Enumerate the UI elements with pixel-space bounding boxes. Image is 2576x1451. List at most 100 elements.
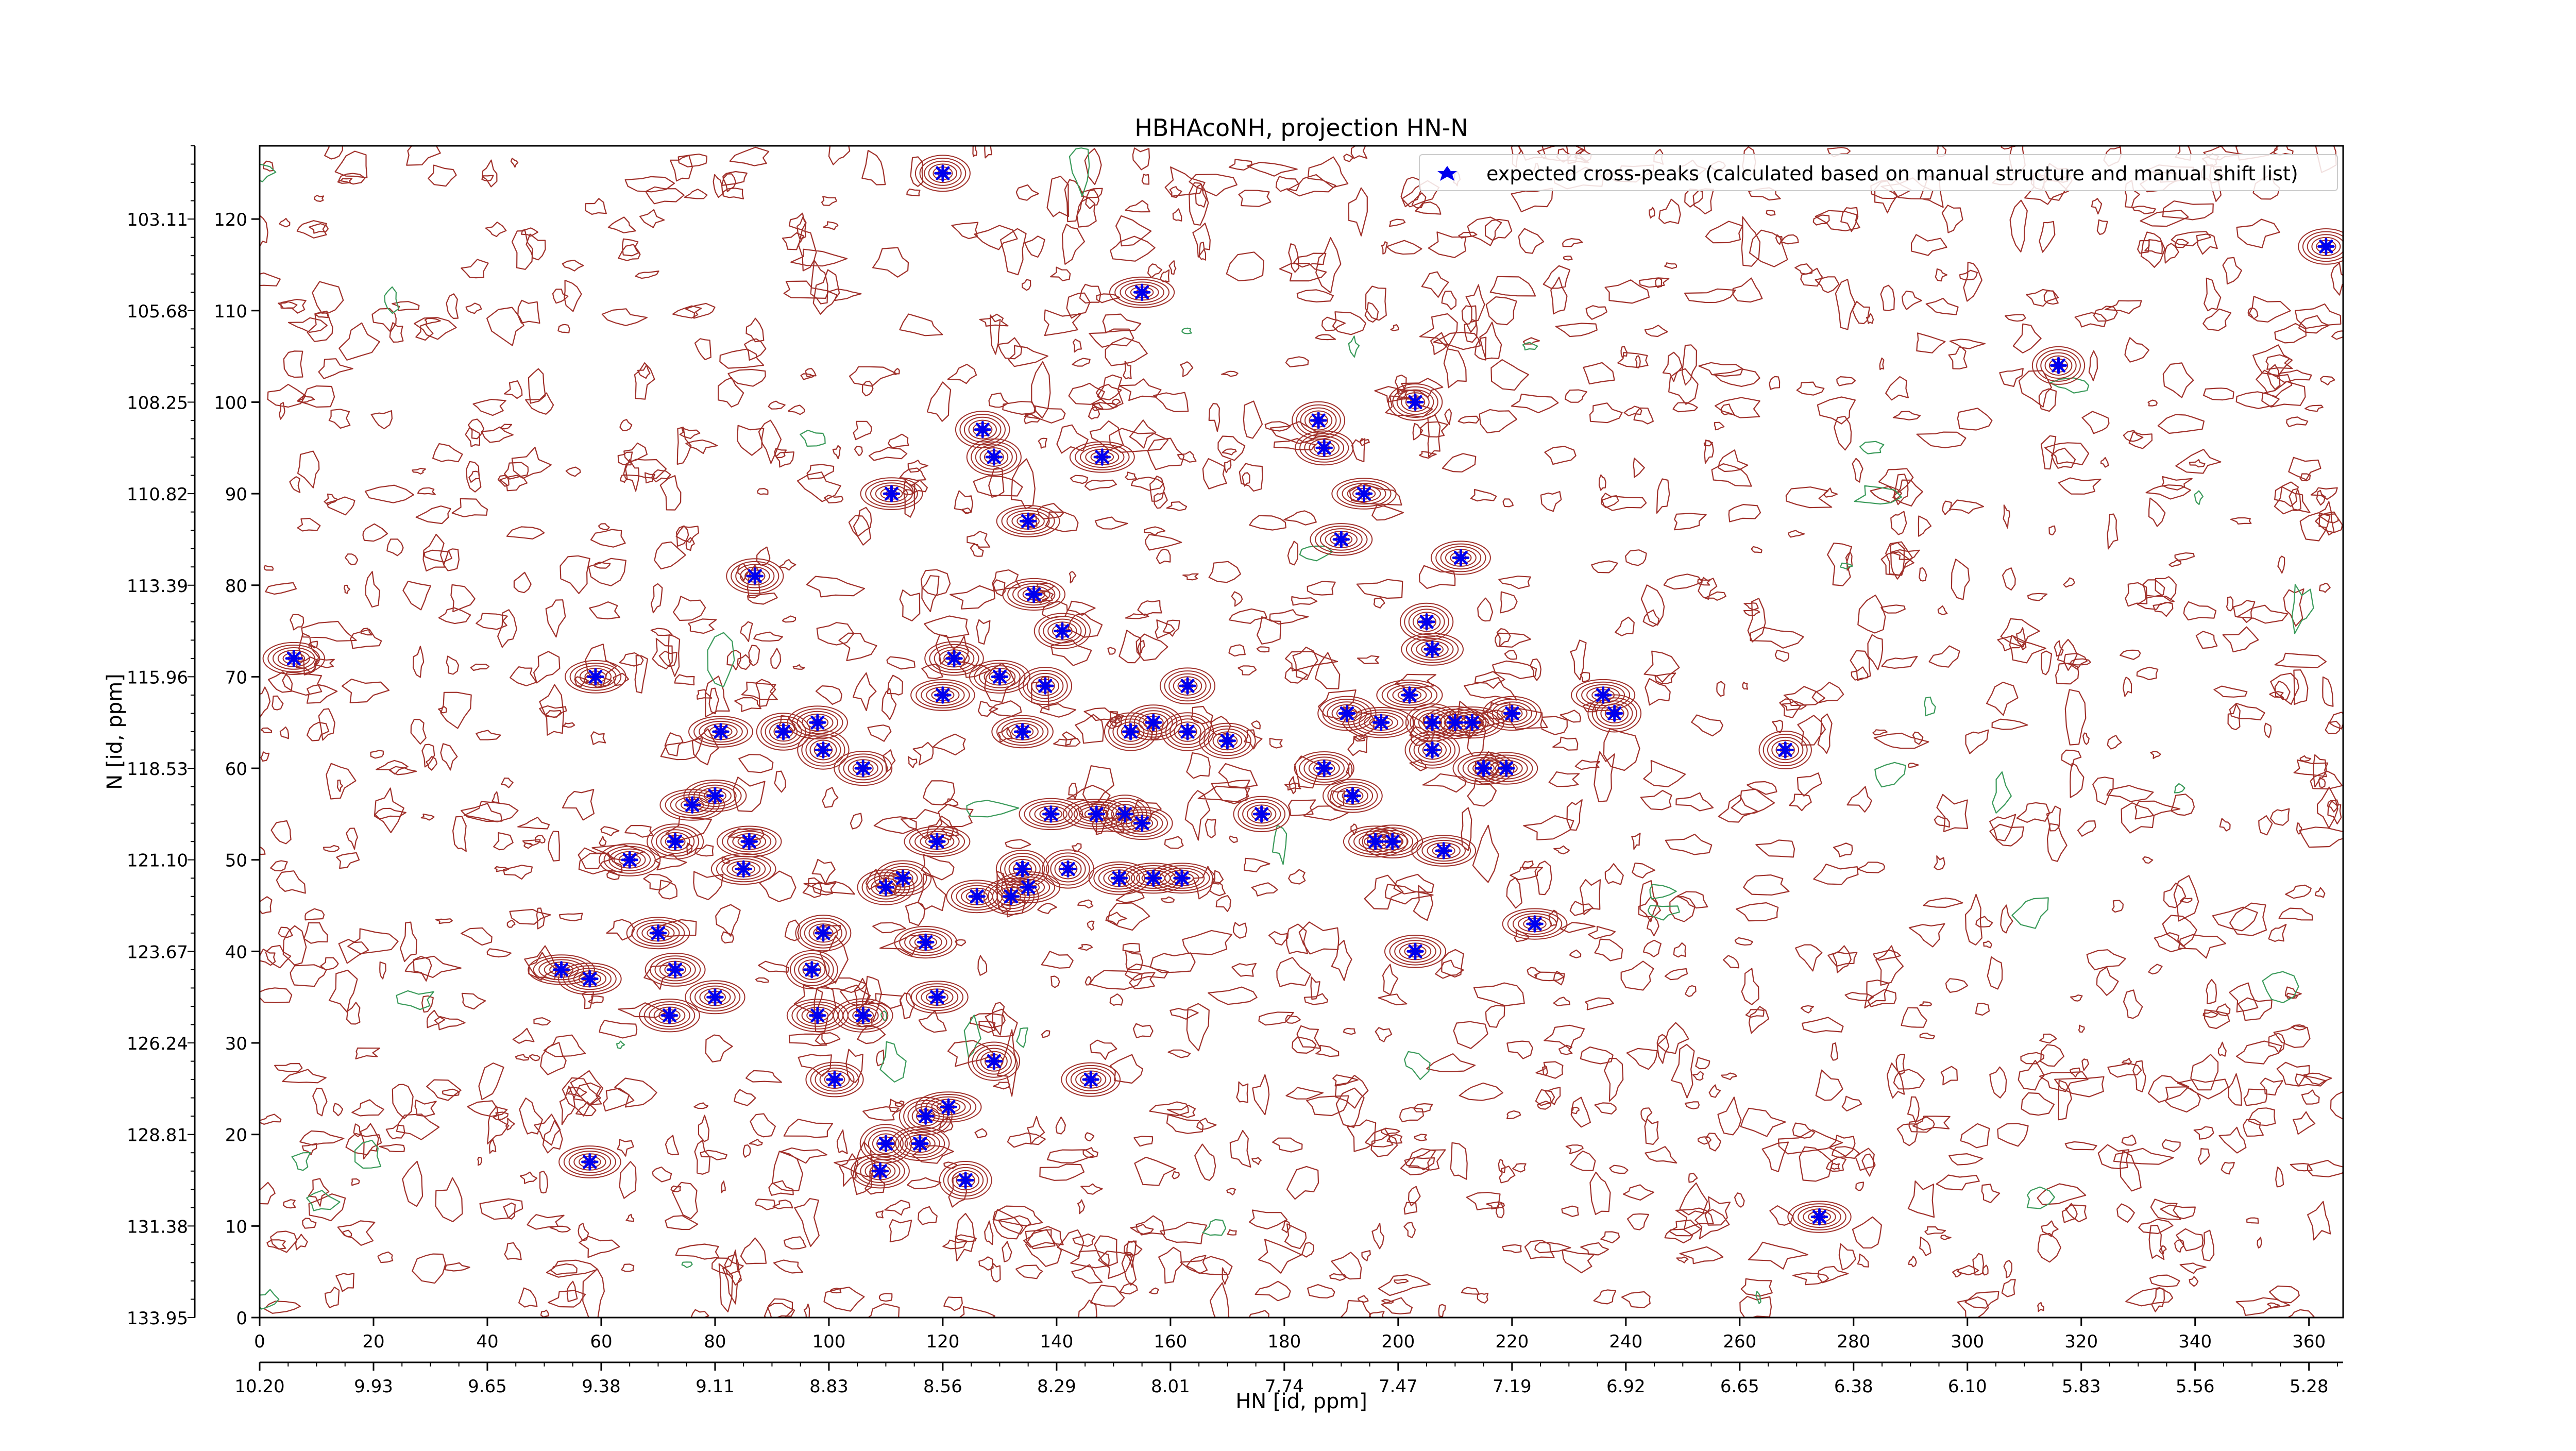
x-axis-label: HN [id, ppm] — [1235, 1390, 1367, 1413]
legend-marker-icon — [1437, 166, 1457, 181]
cross-peak-marker — [1423, 741, 1441, 759]
cross-peak-marker — [854, 1006, 872, 1024]
x-ppm-tick-label: 7.19 — [1493, 1376, 1532, 1397]
cross-peak-marker — [1019, 512, 1037, 530]
cross-peak-marker — [968, 887, 986, 905]
cross-peak-marker — [911, 1135, 929, 1153]
x-ppm-tick-label: 6.92 — [1606, 1376, 1646, 1397]
cross-peak-marker — [649, 924, 667, 942]
cross-peak-marker — [1082, 1071, 1099, 1088]
cross-peak-marker — [1144, 869, 1162, 887]
cross-peak-marker — [552, 961, 570, 978]
cross-peak-marker — [1315, 439, 1333, 457]
cross-peak-marker — [934, 686, 952, 704]
cross-peak-marker — [940, 1098, 957, 1116]
cross-peak-marker — [1366, 833, 1384, 850]
y-index-tick-label: 120 — [214, 210, 247, 230]
y-ppm-tick-label: 121.10 — [127, 851, 188, 871]
x-index-tick-label: 100 — [812, 1331, 845, 1352]
x-index-tick-label: 20 — [362, 1331, 384, 1352]
plot-area-frame — [259, 145, 2344, 1319]
cross-peak-marker — [746, 567, 764, 585]
cross-peak-marker — [1338, 704, 1356, 722]
cross-peak-marker — [1406, 942, 1424, 960]
cross-peak-marker — [1503, 704, 1521, 722]
cross-peak-marker — [666, 961, 684, 978]
cross-peak-marker — [1059, 860, 1077, 878]
y-ppm-tick-label: 108.25 — [127, 393, 188, 413]
y-ppm-tick-label: 103.11 — [127, 210, 188, 230]
cross-peak-marker — [945, 650, 963, 667]
cross-peak-marker — [1133, 814, 1151, 832]
x-index-tick-label: 340 — [2178, 1331, 2212, 1352]
cross-peak-marker — [1133, 283, 1151, 301]
cross-peak-marker — [1179, 723, 1196, 740]
y-index-tick-label: 70 — [225, 667, 247, 688]
peak-contour — [2298, 228, 2343, 265]
cross-peak-marker — [1406, 393, 1424, 411]
peak-contours-layer — [262, 155, 2343, 1233]
peak-contour — [647, 823, 704, 860]
x-ppm-tick-label: 8.29 — [1037, 1376, 1076, 1397]
x-ppm-tick-label: 5.28 — [2290, 1376, 2329, 1397]
y-ppm-tick-label: 123.67 — [127, 942, 188, 963]
expected-cross-peaks-layer — [285, 164, 2335, 1226]
x-ppm-tick-label: 5.83 — [2062, 1376, 2101, 1397]
peak-contour — [1161, 712, 1214, 751]
cross-peak-marker — [621, 851, 638, 869]
y-ppm-tick-label: 131.38 — [127, 1217, 188, 1237]
cross-peak-marker — [285, 650, 303, 667]
contour-noise-layer — [260, 146, 2343, 1318]
cross-peak-marker — [581, 1153, 599, 1171]
x-axis-ppm: 10.20 9.93 9.65 9.38 9.11 8.83 8.56 8.29 8.01 7.7… — [234, 1362, 2338, 1397]
x-ppm-tick-label: 6.65 — [1720, 1376, 1759, 1397]
cross-peak-marker — [1423, 640, 1441, 658]
cross-peak-marker — [809, 1006, 826, 1024]
x-ppm-tick-label: 6.10 — [1948, 1376, 1987, 1397]
cross-peak-marker — [735, 860, 752, 878]
cross-peak-marker — [1110, 869, 1128, 887]
y-index-tick-label: 10 — [225, 1217, 247, 1237]
y-ppm-tick-label: 113.39 — [127, 576, 188, 597]
cross-peak-marker — [1332, 531, 1350, 548]
cross-peak-marker — [2317, 238, 2335, 256]
cross-peak-marker — [877, 1135, 895, 1153]
x-ppm-tick-label: 10.20 — [234, 1376, 284, 1397]
cross-peak-marker — [1013, 860, 1031, 878]
cross-peak-marker — [815, 741, 832, 759]
legend-entry: expected cross-peaks (calculated based o… — [1486, 162, 2298, 185]
y-index-tick-label: 80 — [225, 576, 247, 597]
x-ppm-tick-label: 6.38 — [1834, 1376, 1873, 1397]
y-ppm-tick-label: 115.96 — [127, 667, 188, 688]
chart-title: HBHAcoNH, projection HN-N — [1134, 114, 1468, 142]
cross-peak-marker — [1452, 549, 1470, 567]
peak-contour — [1111, 806, 1173, 840]
cross-peak-marker — [2049, 357, 2067, 375]
y-index-tick-label: 90 — [225, 484, 247, 505]
cross-peak-marker — [877, 879, 895, 896]
cross-peak-marker — [917, 933, 935, 951]
cross-peak-marker — [1810, 1208, 1828, 1226]
cross-peak-marker — [666, 833, 684, 850]
y-axis-label: N [id, ppm] — [103, 673, 127, 790]
cross-peak-marker — [883, 485, 901, 502]
y-axis: 0 133.95 10 131.38 20 128.81 30 126.24 40 123.67 5… — [127, 145, 260, 1329]
cross-peak-marker — [809, 714, 826, 732]
cross-peak-marker — [1463, 714, 1481, 732]
cross-peak-marker — [1446, 714, 1464, 732]
y-index-tick-label: 110 — [214, 301, 247, 322]
x-index-tick-label: 160 — [1154, 1331, 1187, 1352]
cross-peak-marker — [1355, 485, 1373, 502]
cross-peak-marker — [1372, 714, 1390, 732]
y-index-tick-label: 50 — [225, 851, 247, 871]
x-ppm-tick-label: 5.56 — [2176, 1376, 2215, 1397]
peak-contour — [914, 155, 971, 192]
cross-peak-marker — [1036, 677, 1054, 695]
cross-peak-marker — [1776, 741, 1794, 759]
x-ppm-tick-label: 8.01 — [1151, 1376, 1190, 1397]
cross-peak-marker — [985, 1052, 1003, 1070]
cross-peak-marker — [1383, 833, 1401, 850]
cross-peak-marker — [1002, 887, 1020, 905]
peak-contour — [262, 642, 325, 675]
